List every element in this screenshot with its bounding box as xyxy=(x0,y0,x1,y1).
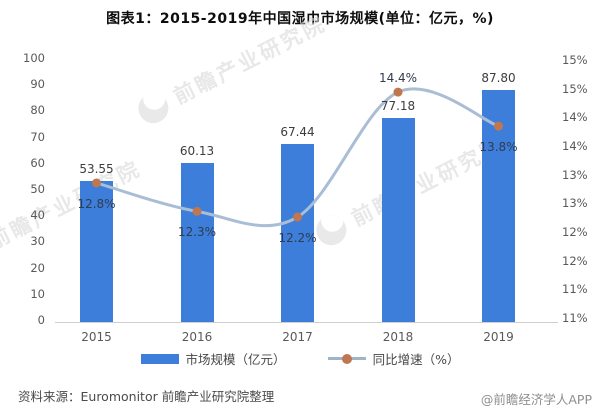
y-axis-tick-right: 15% xyxy=(562,81,588,96)
y-axis-tick-right: 13% xyxy=(562,167,588,182)
bar-value-label-2016: 60.13 xyxy=(179,144,215,159)
line-legend-sample xyxy=(327,353,366,364)
line-legend-marker xyxy=(341,353,352,364)
growth-label-2017: 12.2% xyxy=(278,231,317,246)
y-axis-tick-right: 15% xyxy=(562,53,588,67)
y-axis-tick-left: 90 xyxy=(30,77,45,92)
y-axis-tick-right: 12% xyxy=(562,224,588,239)
y-axis-tick-left: 10 xyxy=(30,286,45,301)
x-axis-label-2015: 2015 xyxy=(81,330,112,344)
bar-value-label-2018: 77.18 xyxy=(380,99,416,114)
y-axis-tick-right: 11% xyxy=(562,310,588,325)
bar-value-label-2015: 53.55 xyxy=(79,161,114,176)
bar-2018 xyxy=(381,118,415,322)
x-axis-label-2019: 2019 xyxy=(483,330,514,344)
bar-value-label-2017: 67.44 xyxy=(280,124,315,139)
legend-label-market-size: 市场规模（亿元） xyxy=(185,352,286,367)
legend-label-growth: 同比增速（%） xyxy=(372,352,460,367)
x-axis-label-2016: 2016 xyxy=(181,330,213,344)
bar-value-label-2019: 87.80 xyxy=(481,71,516,86)
x-axis-label-2018: 2018 xyxy=(382,330,414,344)
chart-title: 图表1：2015-2019年中国湿巾市场规模(单位：亿元，%) xyxy=(106,11,494,27)
y-axis-tick-left: 40 xyxy=(30,208,45,223)
y-axis-tick-right: 13% xyxy=(562,196,588,211)
x-axis-line xyxy=(55,322,558,323)
bar-legend-swatch xyxy=(140,353,179,364)
growth-label-2018: 14.4% xyxy=(378,71,418,86)
source-note: 资料来源：Euromonitor 前瞻产业研究院整理 xyxy=(18,389,275,404)
legend-item-growth: 同比增速（%） xyxy=(327,349,460,368)
legend: 市场规模（亿元） 同比增速（%） xyxy=(0,349,600,368)
y-axis-tick-right: 11% xyxy=(562,282,588,297)
growth-label-2016: 12.3% xyxy=(177,225,217,240)
growth-label-2015: 12.8% xyxy=(77,196,116,211)
y-axis-tick-right: 14% xyxy=(562,110,588,125)
credit-note: @前瞻经济学人APP xyxy=(480,392,592,407)
y-axis-tick-left: 60 xyxy=(30,155,45,170)
bar-2016 xyxy=(180,163,214,322)
y-axis-tick-right: 14% xyxy=(562,138,588,153)
y-axis-tick-left: 80 xyxy=(30,103,45,118)
legend-item-market-size: 市场规模（亿元） xyxy=(140,349,286,368)
growth-label-2019: 13.8% xyxy=(479,140,518,155)
y-axis-tick-left: 0 xyxy=(37,313,45,327)
growth-marker-2018 xyxy=(393,87,403,97)
y-axis-tick-right: 12% xyxy=(562,253,588,268)
y-axis-tick-left: 20 xyxy=(30,260,45,275)
bar-2019 xyxy=(482,90,515,322)
watermark-logo-icon xyxy=(133,88,174,129)
x-axis-label-2017: 2017 xyxy=(282,330,313,344)
y-axis-tick-left: 30 xyxy=(30,234,45,249)
y-axis-tick-left: 100 xyxy=(23,51,45,65)
y-axis-tick-left: 70 xyxy=(30,129,45,144)
y-axis-tick-left: 50 xyxy=(30,182,45,196)
